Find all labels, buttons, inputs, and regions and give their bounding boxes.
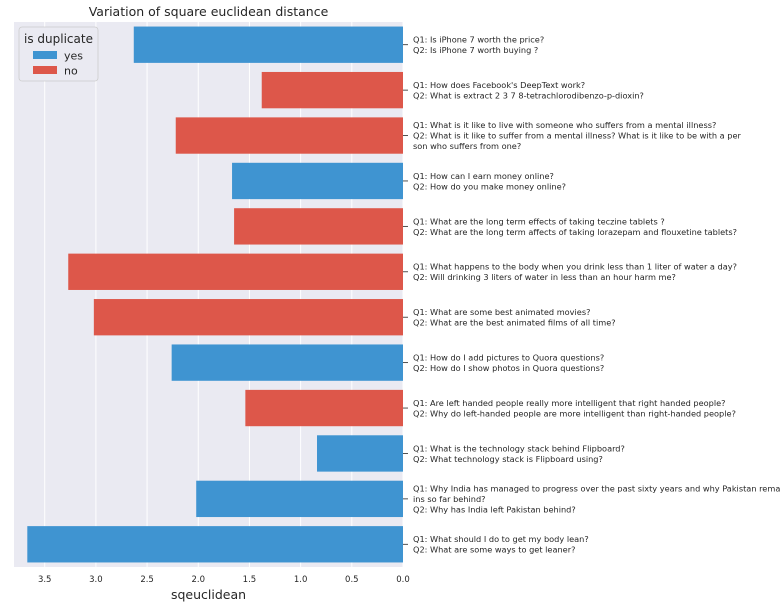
y-tick-label: Q1: Why India has managed to progress ov… — [413, 484, 780, 494]
y-tick-label: Q2: Will drinking 3 liters of water in l… — [413, 272, 676, 282]
bar — [27, 526, 404, 563]
x-tick-label: 1.5 — [243, 575, 257, 585]
legend-title: is duplicate — [24, 32, 93, 46]
y-labels: Q1: Is iPhone 7 worth the price?Q2: Is i… — [403, 35, 780, 555]
legend-swatch-yes — [33, 51, 57, 59]
chart-title: Variation of square euclidean distance — [89, 4, 329, 19]
plot-background — [14, 22, 403, 567]
gridlines — [44, 22, 404, 567]
legend-label-no: no — [64, 65, 78, 78]
x-tick-label: 3.5 — [38, 575, 52, 585]
bars — [27, 26, 404, 563]
bar — [196, 480, 403, 518]
y-tick-label: Q1: How do I add pictures to Quora quest… — [413, 353, 604, 363]
y-tick-label: Q1: What is the technology stack behind … — [413, 443, 625, 453]
y-tick-label: Q2: What are some ways to get leaner? — [413, 545, 575, 555]
y-tick-label: Q2: How do I show photos in Quora questi… — [413, 363, 604, 373]
x-axis-label: sqeuclidean — [171, 587, 246, 602]
x-tick-label: 0.0 — [396, 575, 410, 585]
x-tick-label: 1.0 — [294, 575, 308, 585]
y-tick-label: Q2: Why do left-handed people are more i… — [413, 408, 736, 418]
y-tick-label: Q2: What are the long term affects of ta… — [413, 227, 737, 237]
bar — [171, 344, 403, 381]
y-tick-label: Q2: What are the best animated films of … — [413, 318, 616, 328]
y-tick-label: Q1: Is iPhone 7 worth the price? — [413, 35, 544, 45]
y-tick-label: Q1: Are left handed people really more i… — [413, 398, 726, 408]
y-tick-label: Q1: How can I earn money online? — [413, 171, 554, 181]
y-tick-label: Q2: What is it like to suffer from a men… — [413, 131, 742, 141]
x-tick-label: 2.5 — [140, 575, 154, 585]
y-tick-label: Q1: What happens to the body when you dr… — [413, 262, 737, 272]
bar — [175, 117, 403, 154]
bar — [232, 162, 403, 200]
bar — [68, 253, 404, 290]
x-tick-label: 3.0 — [89, 575, 103, 585]
y-tick-label: Q1: What should I do to get my body lean… — [413, 534, 589, 544]
legend-label-yes: yes — [64, 50, 83, 63]
y-tick-label: Q2: What technology stack is Flipboard u… — [413, 454, 603, 464]
y-tick-label: Q2: What is extract 2 3 7 8-tetrachlorod… — [413, 91, 644, 101]
x-ticks: 3.5 3.0 2.5 2.0 1.5 1.0 0.5 0.0 — [38, 575, 410, 585]
bar — [245, 389, 403, 427]
y-tick-label: Q2: How do you make money online? — [413, 181, 566, 191]
bar — [234, 208, 403, 245]
bar — [261, 71, 403, 109]
legend-swatch-no — [33, 66, 57, 74]
y-tick-label: ins so far behind? — [413, 494, 486, 504]
y-tick-label: Q2: Why has India left Pakistan behind? — [413, 505, 576, 515]
x-tick-label: 0.5 — [345, 575, 359, 585]
x-tick-label: 2.0 — [191, 575, 205, 585]
bar — [133, 26, 403, 63]
y-tick-label: Q1: What is it like to live with someone… — [413, 120, 716, 130]
bar — [317, 435, 403, 472]
y-tick-label: son who suffers from one? — [413, 141, 521, 151]
y-tick-label: Q1: What are the long term effects of ta… — [413, 216, 665, 226]
y-tick-label: Q1: What are some best animated movies? — [413, 307, 590, 317]
y-tick-label: Q1: How does Facebook's DeepText work? — [413, 80, 585, 90]
legend: is duplicate yes no — [18, 26, 99, 82]
y-tick-label: Q2: Is iPhone 7 worth buying ? — [413, 45, 538, 55]
bar — [93, 299, 404, 336]
